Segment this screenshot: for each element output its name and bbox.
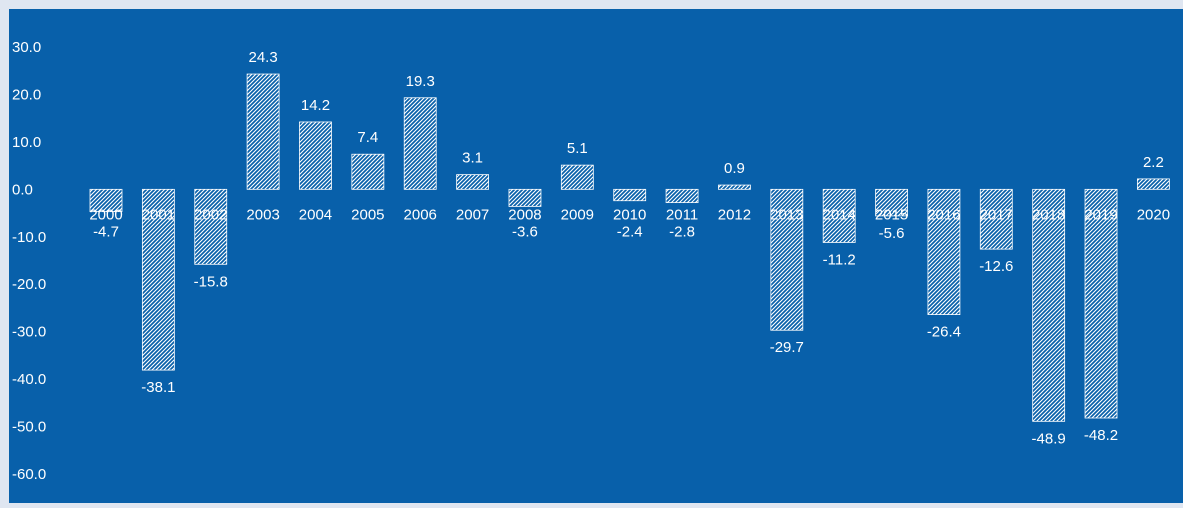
bars [89,73,1170,422]
x-tick-label: 2000 [89,206,122,223]
x-tick-label: 2001 [142,206,175,223]
data-label: -38.1 [141,379,175,396]
y-tick-label: 30.0 [12,39,41,56]
bar-2020 [1137,178,1170,190]
x-tick-label: 2005 [351,206,384,223]
data-label: 24.3 [249,49,278,66]
y-tick-label: -40.0 [12,371,46,388]
data-label: -29.7 [770,339,804,356]
data-label: -48.9 [1032,430,1066,447]
x-tick-label: 2015 [875,206,908,223]
bar-2017 [979,188,1013,250]
x-tick-label: 2004 [299,206,332,223]
x-tick-label: 2019 [1084,206,1117,223]
bar-2012 [718,184,751,190]
data-label: -5.6 [879,225,905,242]
data-label: -11.2 [823,251,856,268]
chart-panel: 30.0 20.0 10.0 0.0 -10.0 -20.0 -30.0 -40.0 -50.0… [9,9,1183,503]
bar-2003 [246,73,280,190]
bar-2011 [665,188,699,204]
bar-2005 [351,153,385,190]
x-tick-label: 2011 [666,206,698,223]
y-tick-label: -60.0 [12,466,46,483]
bar-2013 [770,188,804,331]
bar-2007 [456,174,489,190]
data-label: -4.7 [93,223,119,240]
data-label: 14.2 [301,97,330,114]
y-tick-label: 20.0 [12,86,41,103]
data-label: 5.1 [567,140,588,157]
bar-2006 [403,97,437,190]
bar-2000 [89,188,123,213]
x-tick-label: 2006 [404,206,437,223]
data-label: 0.9 [724,160,745,177]
data-label: -15.8 [194,273,228,290]
bar-chart: 30.0 20.0 10.0 0.0 -10.0 -20.0 -30.0 -40.0 -50.0… [12,39,1170,483]
x-tick-label: 2012 [718,206,751,223]
x-tick-label: 2003 [246,206,279,223]
y-tick-label: -10.0 [12,229,46,246]
data-label: -12.6 [979,258,1013,275]
data-label: -2.4 [617,223,643,240]
data-label: 2.2 [1143,154,1164,171]
y-tick-label: 0.0 [12,181,33,198]
bar-2014 [822,188,856,243]
x-tick-label: 2007 [456,206,489,223]
x-tick-label: 2014 [822,206,855,223]
bar-2015 [875,188,908,217]
data-label: -48.2 [1084,427,1118,444]
x-tick-label: 2017 [980,206,1013,223]
x-tick-label: 2002 [194,206,227,223]
bar-2016 [927,188,961,315]
data-labels: -4.7 -38.1 -15.8 24.3 14.2 7.4 19.3 3.1 -3.6 5.1 -… [93,49,1164,447]
data-label: -26.4 [927,324,961,341]
y-tick-label: -30.0 [12,324,46,341]
x-tick-label: 2008 [508,206,541,223]
bar-2001 [141,188,175,371]
bar-2010 [613,188,647,202]
y-axis: 30.0 20.0 10.0 0.0 -10.0 -20.0 -30.0 -40.0 -50.0… [12,39,46,483]
data-label: 3.1 [462,150,483,167]
bar-2004 [299,121,332,190]
data-label: 7.4 [357,129,378,146]
bar-2002 [194,188,228,265]
bar-2009 [560,164,594,190]
bar-2018 [1032,188,1066,422]
x-tick-label: 2016 [927,206,960,223]
x-axis: 2000 2001 2002 2003 2004 2005 2006 2007 2008 2009… [89,206,1170,223]
x-tick-label: 2018 [1032,206,1065,223]
data-label: -2.8 [669,223,695,240]
y-tick-label: 10.0 [12,134,41,151]
bar-2008 [508,188,542,207]
y-tick-label: -50.0 [12,419,46,436]
x-tick-label: 2010 [613,206,646,223]
bar-2019 [1084,188,1118,419]
data-label: 19.3 [406,73,435,90]
x-tick-label: 2020 [1137,206,1170,223]
x-tick-label: 2013 [770,206,803,223]
x-tick-label: 2009 [561,206,594,223]
y-tick-label: -20.0 [12,276,46,293]
data-label: -3.6 [512,223,538,240]
